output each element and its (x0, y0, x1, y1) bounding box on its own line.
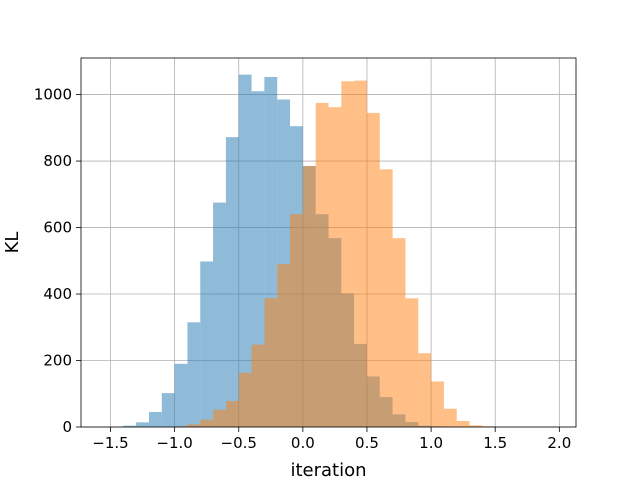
histogram-bar-series-2 (225, 401, 239, 427)
histogram-bar-series-1 (238, 74, 252, 428)
x-tick-label: 1.0 (419, 434, 443, 452)
histogram-bar-series-2 (354, 80, 367, 427)
x-tick-label: 0.0 (291, 434, 315, 452)
x-axis-label: iteration (290, 460, 366, 480)
x-tick-label: 0.5 (355, 434, 379, 452)
y-tick-label: 800 (43, 152, 72, 170)
x-tick-label: −1.5 (92, 434, 128, 452)
histogram-bar-series-1 (161, 393, 175, 427)
histogram-bar-series-2 (213, 409, 226, 427)
y-tick-label: 1000 (34, 86, 72, 104)
histogram-bar-series-2 (290, 214, 303, 427)
histogram-bar-series-1 (123, 425, 137, 427)
histogram-bar-series-2 (251, 344, 265, 427)
histogram-bar-series-2 (431, 381, 444, 427)
histogram-bar-series-1 (251, 91, 265, 428)
histogram-bar-series-2 (366, 112, 380, 427)
histogram-bar-series-1 (148, 412, 162, 427)
histogram-bar-series-2 (302, 166, 316, 428)
histogram-bar-series-1 (136, 422, 149, 427)
histogram-bar-series-2 (264, 298, 278, 427)
histogram-bar-series-2 (328, 107, 342, 427)
y-tick-label: 600 (43, 219, 72, 237)
histogram-bar-series-2 (200, 419, 214, 427)
histogram-bar-series-1 (174, 363, 188, 427)
histogram-bar-series-2 (418, 353, 432, 427)
y-tick-label: 200 (43, 352, 72, 370)
histogram-bar-series-1 (187, 322, 201, 427)
x-axis-ticks: −1.5 −1.0 −0.5 0.0 0.5 1.0 1.5 2.0 (92, 427, 571, 452)
histogram-bar-series-2 (341, 81, 355, 428)
histogram-bar-series-1 (200, 261, 214, 427)
histogram-bar-series-2 (456, 421, 470, 427)
x-tick-label: −1.0 (156, 434, 192, 452)
y-tick-label: 400 (43, 285, 72, 303)
histogram-bar-series-2 (277, 264, 291, 427)
histogram-bars (123, 74, 496, 428)
x-tick-label: 1.5 (483, 434, 507, 452)
x-tick-label: 2.0 (547, 434, 571, 452)
histogram-bar-series-2 (443, 408, 457, 427)
histogram-bar-series-2 (187, 424, 201, 427)
histogram-bar-series-1 (213, 202, 226, 427)
histogram-bar-series-2 (392, 238, 406, 427)
plot-frame (80, 57, 577, 428)
histogram-bar-series-2 (405, 298, 419, 427)
y-tick-label: 0 (62, 418, 72, 436)
histogram-bar-series-2 (379, 169, 393, 427)
x-tick-label: −0.5 (221, 434, 257, 452)
y-axis-ticks: 0 200 400 600 800 1000 (34, 86, 81, 436)
histogram-bar-series-2 (315, 102, 329, 427)
y-axis-label: KL (2, 232, 23, 254)
histogram-bar-series-2 (469, 425, 483, 427)
histogram-bar-series-1 (225, 137, 239, 428)
histogram-bar-series-2 (238, 372, 252, 427)
